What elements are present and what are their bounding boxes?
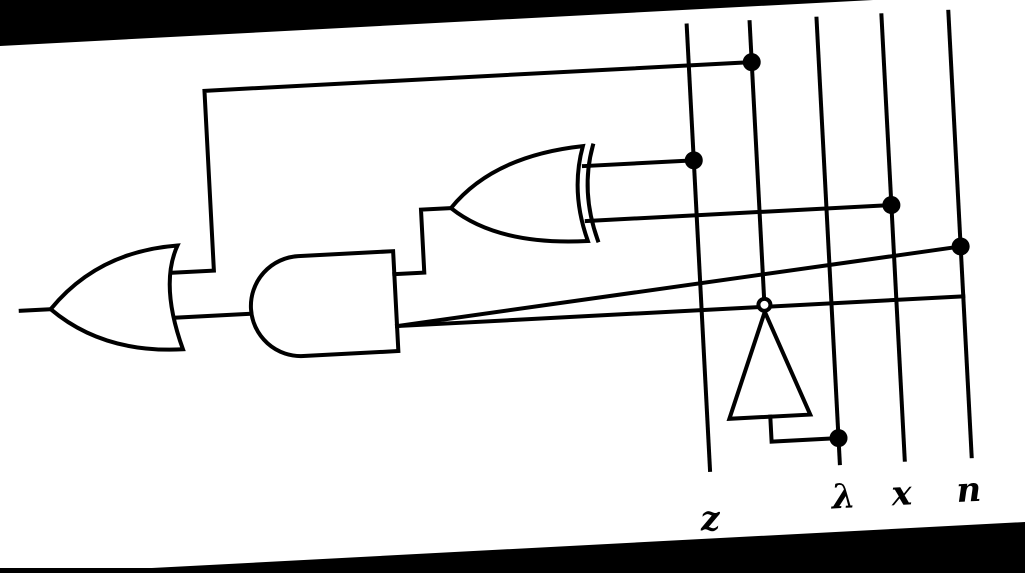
wire-x-to-xor [584,202,894,224]
wire-y-to-or [171,60,754,275]
xor-gate-back-curve [585,143,601,244]
not-gate-bubble [756,296,773,313]
input-line-lambda [814,16,842,466]
junction-y-top [742,53,761,72]
label-y: λ [829,476,857,517]
circuit: z λ x n [18,9,982,539]
input-line-n [946,9,974,459]
or-gate [47,243,186,352]
xor-gate [448,143,591,244]
wire-z-to-xor [581,158,696,169]
label-x: x [889,473,913,514]
label-z: z [699,498,722,539]
junction-z [684,151,703,170]
junction-x [882,196,901,215]
input-line-x [879,13,907,462]
and-gate [248,249,401,359]
label-n: n [955,470,982,511]
wire-lambda-to-not [768,414,841,444]
wire-n-to-and-2 [394,244,963,329]
input-line-z [684,23,713,472]
wire-and-to-or [174,311,254,320]
wire-n-to-and [394,294,966,329]
output-wire [18,307,53,313]
junction-lambda [829,429,848,448]
wire-xor-to-and [392,205,454,277]
